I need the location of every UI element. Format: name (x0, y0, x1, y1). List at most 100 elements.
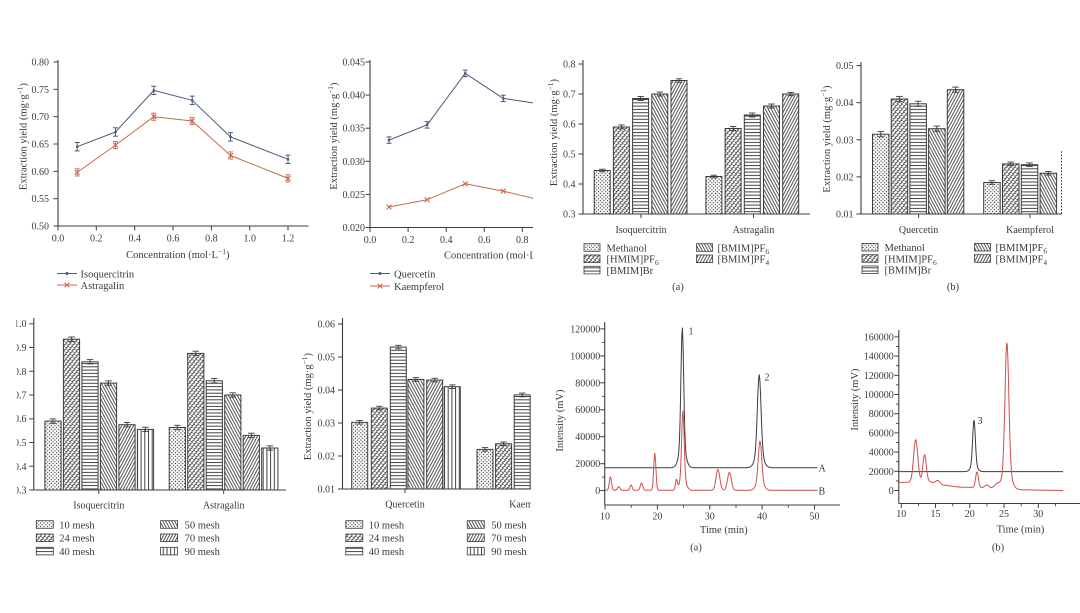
svg-text:0.55: 0.55 (32, 194, 50, 205)
svg-text:0.05: 0.05 (318, 353, 336, 364)
svg-text:[BMIM]Br: [BMIM]Br (607, 266, 654, 277)
svg-text:0.5: 0.5 (563, 150, 576, 161)
svg-text:30: 30 (1033, 509, 1043, 520)
svg-text:0.02: 0.02 (836, 172, 854, 183)
svg-text:90 mesh: 90 mesh (491, 547, 527, 558)
svg-text:0.8: 0.8 (205, 234, 218, 245)
svg-text:160000: 160000 (864, 332, 894, 343)
svg-text:Extraction yield (mg·g−1): Extraction yield (mg·g−1) (300, 352, 314, 460)
svg-text:0.040: 0.040 (343, 91, 366, 102)
svg-text:40 mesh: 40 mesh (59, 547, 95, 558)
svg-text:0.030: 0.030 (343, 157, 366, 168)
svg-text:Intensity (mV): Intensity (mV) (555, 389, 566, 452)
svg-text:0.025: 0.025 (343, 190, 366, 201)
svg-text:0.05: 0.05 (836, 61, 854, 72)
svg-text:Concentration (mol·L−1): Concentration (mol·L−1) (126, 247, 230, 261)
svg-text:Quercetin: Quercetin (899, 225, 938, 236)
svg-text:0.7: 0.7 (563, 90, 576, 101)
svg-text:Kaempferol: Kaempferol (509, 500, 557, 511)
svg-text:1.0: 1.0 (243, 234, 256, 245)
svg-text:0.06: 0.06 (318, 320, 336, 331)
svg-text:[HMIM]PF6: [HMIM]PF6 (885, 254, 937, 267)
svg-text:1.2: 1.2 (282, 234, 295, 245)
svg-text:(b): (b) (947, 282, 960, 293)
svg-text:120000: 120000 (570, 324, 600, 335)
svg-text:40000: 40000 (869, 448, 894, 459)
svg-text:0.01: 0.01 (836, 210, 854, 221)
svg-text:50 mesh: 50 mesh (185, 520, 221, 531)
svg-text:Intensity (mV): Intensity (mV) (850, 368, 861, 431)
svg-text:50 mesh: 50 mesh (491, 520, 527, 531)
svg-text:50: 50 (810, 512, 820, 523)
svg-text:Kaempferol: Kaempferol (394, 282, 444, 293)
svg-text:0.65: 0.65 (32, 140, 50, 151)
svg-text:20000: 20000 (575, 459, 600, 470)
svg-text:0.2: 0.2 (90, 234, 103, 245)
svg-text:0.70: 0.70 (32, 112, 50, 123)
svg-text:Quercetin: Quercetin (394, 269, 436, 280)
svg-text:0.6: 0.6 (478, 235, 491, 246)
svg-text:0.80: 0.80 (32, 58, 50, 69)
svg-text:90 mesh: 90 mesh (185, 547, 221, 558)
svg-text:0: 0 (595, 486, 600, 497)
svg-text:[BMIM]PF4: [BMIM]PF4 (718, 255, 770, 268)
svg-text:0.04: 0.04 (836, 98, 854, 109)
svg-text:15: 15 (931, 509, 941, 520)
svg-text:Time (min): Time (min) (700, 525, 748, 536)
svg-text:0.045: 0.045 (343, 58, 366, 69)
svg-text:Extraction yield (mg·g−1): Extraction yield (mg·g−1) (16, 82, 30, 190)
svg-text:100000: 100000 (864, 390, 894, 401)
svg-text:0.035: 0.035 (343, 124, 366, 135)
svg-text:[BMIM]Br: [BMIM]Br (885, 266, 932, 277)
svg-text:Methanol: Methanol (607, 243, 647, 254)
svg-text:0.03: 0.03 (836, 135, 854, 146)
svg-text:0.02: 0.02 (318, 452, 336, 463)
svg-text:40000: 40000 (575, 432, 600, 443)
svg-text:30: 30 (705, 512, 715, 523)
svg-text:80000: 80000 (575, 378, 600, 389)
svg-text:0.8: 0.8 (14, 367, 27, 378)
svg-text:Quercetin: Quercetin (385, 500, 424, 511)
svg-text:70 mesh: 70 mesh (491, 534, 527, 545)
svg-text:10: 10 (896, 509, 906, 520)
svg-text:0.4: 0.4 (563, 180, 576, 191)
svg-text:25: 25 (999, 509, 1009, 520)
svg-text:Extraction yield (mg·g−1): Extraction yield (mg·g−1) (819, 85, 833, 193)
svg-text:Isoquercitrin: Isoquercitrin (81, 269, 135, 280)
svg-text:Isoquercitrin: Isoquercitrin (73, 501, 124, 512)
svg-text:0.8: 0.8 (563, 60, 576, 71)
svg-text:B: B (819, 487, 826, 498)
svg-text:3: 3 (978, 416, 983, 427)
svg-text:140000: 140000 (864, 352, 894, 363)
svg-text:20000: 20000 (869, 467, 894, 478)
svg-text:80000: 80000 (869, 409, 894, 420)
svg-text:0.01: 0.01 (318, 485, 336, 496)
svg-text:Astragalin: Astragalin (203, 501, 245, 512)
svg-text:0.6: 0.6 (563, 120, 576, 131)
svg-text:0.4: 0.4 (14, 462, 27, 473)
svg-text:0.020: 0.020 (343, 223, 366, 234)
svg-text:10: 10 (600, 512, 610, 523)
svg-text:Time (min): Time (min) (997, 525, 1045, 536)
svg-text:0: 0 (889, 486, 894, 497)
svg-text:10 mesh: 10 mesh (369, 520, 405, 531)
svg-text:40: 40 (757, 512, 767, 523)
svg-text:20: 20 (652, 512, 662, 523)
svg-text:Kaempferol: Kaempferol (1006, 225, 1054, 236)
svg-text:1: 1 (689, 327, 694, 338)
svg-text:60000: 60000 (575, 405, 600, 416)
svg-text:[BMIM]PF6: [BMIM]PF6 (996, 243, 1048, 256)
svg-text:24 mesh: 24 mesh (369, 534, 405, 545)
svg-text:0.2: 0.2 (402, 235, 415, 246)
svg-text:Isoquercitrin: Isoquercitrin (615, 225, 666, 236)
svg-text:24 mesh: 24 mesh (59, 534, 95, 545)
svg-text:70 mesh: 70 mesh (185, 534, 221, 545)
svg-text:1.0: 1.0 (14, 319, 27, 330)
svg-text:Extraction yield (mg·g−1): Extraction yield (mg·g−1) (546, 78, 560, 186)
svg-text:0.5: 0.5 (14, 438, 27, 449)
svg-text:0.7: 0.7 (14, 391, 27, 402)
svg-text:Astragalin: Astragalin (733, 225, 775, 236)
svg-text:0.04: 0.04 (318, 386, 336, 397)
svg-text:0.9: 0.9 (14, 343, 27, 354)
svg-text:Astragalin: Astragalin (81, 281, 125, 292)
